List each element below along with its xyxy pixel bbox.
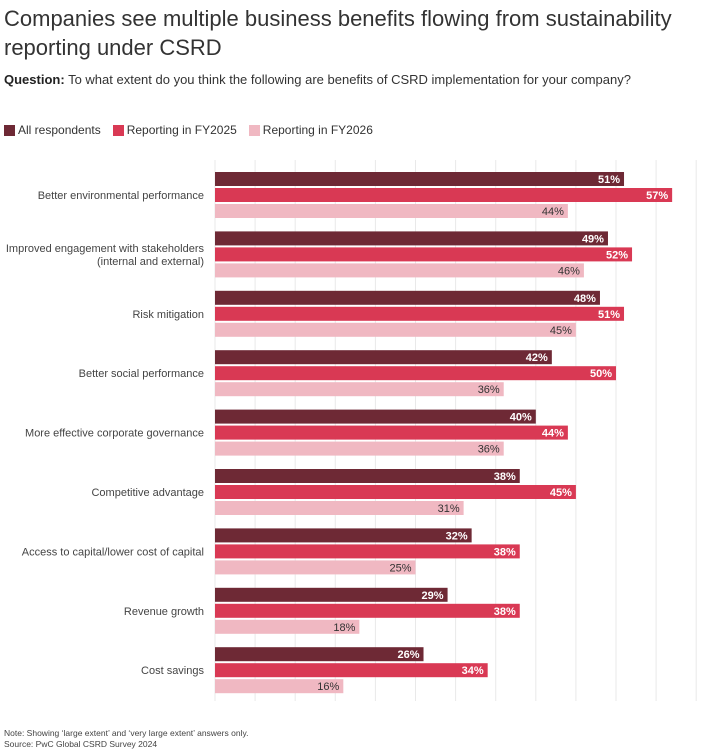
bar (215, 290, 600, 305)
bar (215, 231, 608, 246)
data-label: 26% (397, 649, 419, 661)
bar (215, 603, 520, 618)
legend-swatch (248, 124, 260, 136)
source-text: Source: PwC Global CSRD Survey 2024 (4, 739, 158, 749)
bar (215, 425, 568, 440)
bar (215, 188, 673, 202)
data-label: 31% (438, 503, 460, 515)
chart-footnote: Note: Showing ‘large extent’ and ‘very l… (4, 728, 248, 750)
bar (215, 544, 520, 559)
data-label: 38% (494, 606, 516, 618)
data-label: 40% (510, 412, 532, 424)
category-label-line: Competitive advantage (91, 487, 204, 499)
legend-label: All respondents (18, 123, 101, 137)
data-label: 38% (494, 546, 516, 558)
category-label-line: Better social performance (79, 368, 204, 380)
category-labels: Better environmental performance Improved… (6, 190, 205, 677)
legend-item-fy2026: Reporting in FY2026 (248, 123, 373, 137)
data-label: 29% (422, 590, 444, 602)
bar (215, 469, 520, 483)
legend: All respondents Reporting in FY2025 Repo… (4, 123, 373, 137)
data-label: 52% (606, 249, 628, 261)
category-label-line: (internal and external) (97, 256, 204, 268)
data-label: 38% (494, 471, 516, 483)
category-label-line: Risk mitigation (132, 309, 204, 321)
data-label: 36% (478, 444, 500, 456)
data-labels: 51%57%44%49%52%46%48%51%45%42%50%36%40%4… (317, 174, 668, 693)
data-label: 45% (550, 487, 572, 499)
category-label: Risk mitigation (132, 309, 204, 321)
data-label: 44% (542, 206, 564, 218)
category-label-line: Improved engagement with stakeholders (6, 243, 205, 255)
data-label: 18% (333, 622, 355, 634)
bars (215, 172, 673, 694)
category-label: Better social performance (79, 368, 204, 380)
data-label: 50% (590, 368, 612, 380)
category-label: Cost savings (141, 665, 204, 677)
data-label: 51% (598, 309, 620, 321)
data-label: 45% (550, 325, 572, 337)
chart-title: Companies see multiple business benefits… (4, 6, 672, 60)
data-label: 42% (526, 352, 548, 364)
chart-subtitle: Question: To what extent do you think th… (4, 72, 631, 87)
category-label: Access to capital/lower cost of capital (22, 546, 204, 558)
legend-swatch (112, 124, 124, 136)
question-text: To what extent do you think the followin… (68, 72, 631, 87)
bar (215, 560, 416, 575)
bar (215, 350, 552, 365)
data-label: 36% (478, 384, 500, 396)
bar (215, 663, 488, 678)
category-label: Competitive advantage (91, 487, 204, 499)
data-label: 25% (389, 562, 411, 574)
legend-item-fy2025: Reporting in FY2025 (112, 123, 237, 137)
bar (215, 441, 504, 456)
legend-swatch (4, 124, 15, 136)
data-label: 34% (462, 665, 484, 677)
category-label-line: Cost savings (141, 665, 204, 677)
legend-item-all-respondents: All respondents (4, 123, 101, 137)
data-label: 16% (317, 681, 339, 693)
category-label: More effective corporate governance (25, 428, 204, 440)
bar (215, 647, 424, 662)
bar (215, 501, 464, 515)
note-text: Note: Showing ‘large extent’ and ‘very l… (4, 728, 249, 738)
data-label: 49% (582, 233, 604, 245)
bar (215, 263, 584, 278)
bar (215, 247, 633, 262)
data-label: 48% (574, 293, 596, 305)
data-label: 32% (446, 530, 468, 542)
bar (215, 679, 344, 694)
data-label: 44% (542, 428, 564, 440)
category-label: Revenue growth (124, 606, 204, 618)
category-label-line: Better environmental performance (38, 190, 204, 202)
data-label: 57% (646, 190, 668, 202)
bar (215, 587, 448, 602)
bar (215, 409, 536, 424)
bar (215, 382, 504, 397)
bar (215, 306, 625, 321)
bar (215, 172, 625, 186)
legend-label: Reporting in FY2025 (126, 123, 237, 137)
category-label-line: More effective corporate governance (25, 428, 204, 440)
bar-chart: Better environmental performance Improved… (6, 160, 697, 701)
bar (215, 322, 576, 337)
category-label-line: Access to capital/lower cost of capital (22, 546, 204, 558)
bar (215, 619, 360, 634)
category-label: Improved engagement with stakeholders (in… (6, 243, 205, 268)
category-label-line: Revenue growth (124, 606, 204, 618)
category-label: Better environmental performance (38, 190, 204, 202)
data-label: 46% (558, 265, 580, 277)
legend-label: Reporting in FY2026 (262, 123, 373, 137)
bar (215, 528, 472, 543)
data-label: 51% (598, 174, 620, 186)
bar (215, 485, 576, 499)
question-label: Question: (4, 72, 65, 87)
bar (215, 366, 616, 381)
bar (215, 204, 568, 218)
